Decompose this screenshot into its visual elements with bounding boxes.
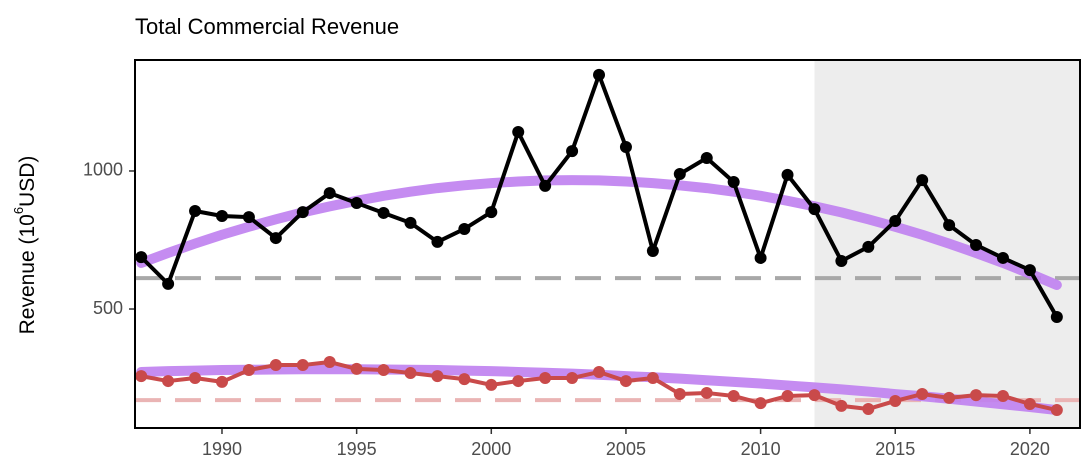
data-point	[539, 372, 552, 385]
data-point	[566, 145, 579, 158]
data-point	[619, 140, 632, 153]
data-point	[350, 362, 363, 375]
data-point	[215, 209, 228, 222]
trend-line	[136, 175, 1062, 290]
data-point	[1050, 404, 1063, 417]
y-tick-label: 1000	[83, 160, 123, 180]
data-point	[1050, 311, 1063, 324]
data-point	[700, 152, 713, 165]
data-point	[485, 378, 498, 391]
data-point	[350, 197, 363, 210]
data-point	[808, 389, 821, 402]
data-point	[377, 364, 390, 377]
data-point	[485, 206, 498, 219]
data-point	[404, 367, 417, 380]
chart-title: Total Commercial Revenue	[135, 14, 399, 39]
data-point	[781, 168, 794, 181]
y-label-text: Revenue (10	[16, 214, 39, 334]
data-point	[943, 219, 956, 232]
y-label-rest: USD)	[16, 156, 39, 207]
data-point	[1023, 397, 1036, 410]
y-label-sup: 6	[11, 207, 26, 214]
data-point	[431, 370, 444, 383]
data-point	[566, 372, 579, 385]
data-point	[646, 245, 659, 258]
data-point	[296, 359, 309, 372]
data-point	[431, 235, 444, 248]
data-point	[162, 375, 175, 388]
data-point	[242, 211, 255, 224]
data-point	[943, 391, 956, 404]
data-point	[996, 251, 1009, 264]
data-point	[162, 277, 175, 290]
data-point	[323, 187, 336, 200]
data-point	[889, 394, 902, 407]
data-point	[135, 251, 148, 264]
data-point	[189, 205, 202, 218]
x-tick-label: 1995	[337, 439, 377, 459]
data-point	[269, 359, 282, 372]
data-point	[673, 168, 686, 181]
plot-border	[134, 59, 1081, 429]
data-point	[673, 388, 686, 401]
x-tick-label: 2020	[1010, 439, 1050, 459]
x-tick-label: 2005	[606, 439, 646, 459]
data-point	[458, 222, 471, 235]
y-tick-label: 500	[93, 298, 123, 318]
data-point	[242, 364, 255, 377]
data-point	[835, 254, 848, 267]
data-point	[970, 389, 983, 402]
data-point	[700, 386, 713, 399]
data-point	[296, 206, 309, 219]
data-point	[862, 240, 875, 253]
data-point	[619, 375, 632, 388]
data-point	[135, 370, 148, 383]
data-point	[512, 375, 525, 388]
data-point	[458, 373, 471, 386]
x-tick-label: 2010	[741, 439, 781, 459]
data-point	[727, 176, 740, 189]
data-point	[377, 206, 390, 219]
data-point	[593, 365, 606, 378]
data-point	[189, 372, 202, 385]
data-point	[323, 356, 336, 369]
x-tick-label: 1990	[202, 439, 242, 459]
data-point	[269, 232, 282, 245]
data-point	[970, 238, 983, 251]
data-point	[754, 397, 767, 410]
x-tick-label: 2015	[875, 439, 915, 459]
data-point	[889, 214, 902, 227]
data-point	[404, 216, 417, 229]
data-point	[862, 402, 875, 415]
x-tick-label: 2000	[471, 439, 511, 459]
data-point	[593, 68, 606, 81]
data-point	[512, 126, 525, 139]
data-point	[916, 174, 929, 187]
y-axis-label: Revenue (106USD)	[11, 156, 38, 335]
data-point	[727, 389, 740, 402]
data-point	[215, 375, 228, 388]
data-point	[916, 388, 929, 401]
data-point	[646, 372, 659, 385]
data-point	[996, 389, 1009, 402]
data-point	[808, 203, 821, 216]
data-point	[781, 389, 794, 402]
data-point	[835, 399, 848, 412]
data-point	[1023, 264, 1036, 277]
data-point	[754, 251, 767, 264]
data-point	[539, 179, 552, 192]
